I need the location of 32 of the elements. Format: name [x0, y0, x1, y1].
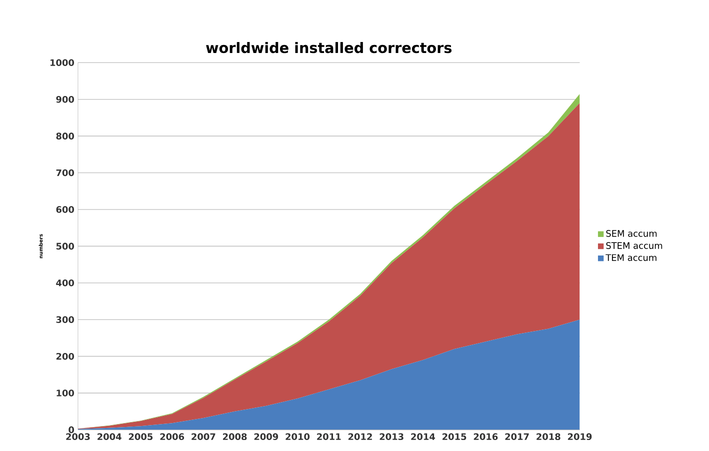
x-tick-label: 2014: [411, 433, 436, 440]
y-tick-label: 100: [56, 390, 74, 396]
x-tick-label: 2016: [474, 433, 498, 440]
y-tick-label: 800: [56, 132, 74, 140]
y-tick-label: 700: [56, 169, 74, 176]
legend-label: STEM accum: [606, 242, 662, 249]
x-tick-label: 2017: [505, 433, 529, 440]
x-tick-label: 2003: [66, 433, 90, 440]
x-tick-label: 2009: [254, 433, 278, 440]
y-tick-label: 500: [56, 242, 74, 250]
x-tick-label: 2005: [128, 433, 153, 440]
x-tick-label: 2012: [348, 433, 372, 440]
x-tick-label: 2006: [160, 433, 184, 440]
y-tick-label: 600: [56, 206, 74, 213]
x-tick-label: 2015: [442, 433, 466, 440]
y-tick-label: 0: [68, 426, 74, 434]
y-tick-label: 1000: [50, 59, 74, 66]
x-tick-label: 2019: [568, 433, 592, 440]
x-tick-label: 2011: [317, 433, 341, 440]
y-tick-label: 300: [56, 316, 74, 324]
x-tick-label: 2007: [192, 433, 216, 440]
legend-label: TEM accum: [606, 254, 656, 261]
y-tick-label: 400: [56, 280, 74, 286]
x-tick-label: 2018: [536, 433, 560, 440]
y-tick-label: 200: [56, 352, 74, 360]
x-tick-label: 2008: [222, 433, 247, 440]
x-tick-label: 2010: [286, 433, 310, 440]
legend-label: SEM accum: [606, 230, 657, 237]
chart-title: worldwide installed correctors: [206, 42, 452, 54]
x-tick-label: 2013: [380, 433, 404, 440]
x-tick-label: 2004: [98, 433, 122, 440]
y-tick-label: 900: [56, 96, 74, 103]
